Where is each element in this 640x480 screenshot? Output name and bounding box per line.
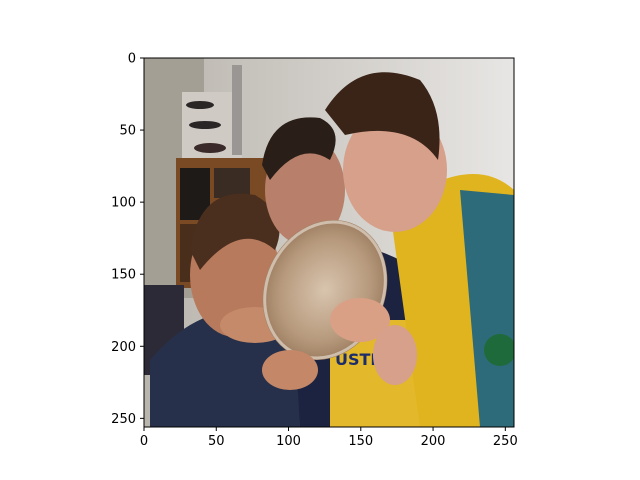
x-axis: 0 50 100 150 200 250: [140, 427, 518, 449]
x-tick-label: 250: [493, 434, 518, 449]
wine-rack: [182, 65, 242, 162]
y-tick-label: 100: [111, 196, 136, 211]
hand: [262, 350, 318, 390]
person-right: [325, 72, 514, 427]
person-left: [150, 193, 300, 427]
y-tick-label: 250: [111, 412, 136, 427]
y-tick-label: 50: [119, 124, 136, 139]
y-axis: 0 50 100 150 200 250: [111, 52, 144, 427]
axes-frame: [143, 57, 515, 428]
y-tick-label: 200: [111, 340, 136, 355]
y-tick-label: 0: [128, 52, 136, 67]
photo-image: USTRA: [144, 58, 514, 427]
hand: [373, 325, 417, 385]
x-tick-label: 0: [140, 434, 148, 449]
x-tick-label: 150: [348, 434, 373, 449]
x-tick-label: 200: [421, 434, 446, 449]
y-tick-label: 150: [111, 268, 136, 283]
hand: [330, 298, 390, 342]
x-tick-label: 100: [276, 434, 301, 449]
x-tick-label: 50: [208, 434, 225, 449]
